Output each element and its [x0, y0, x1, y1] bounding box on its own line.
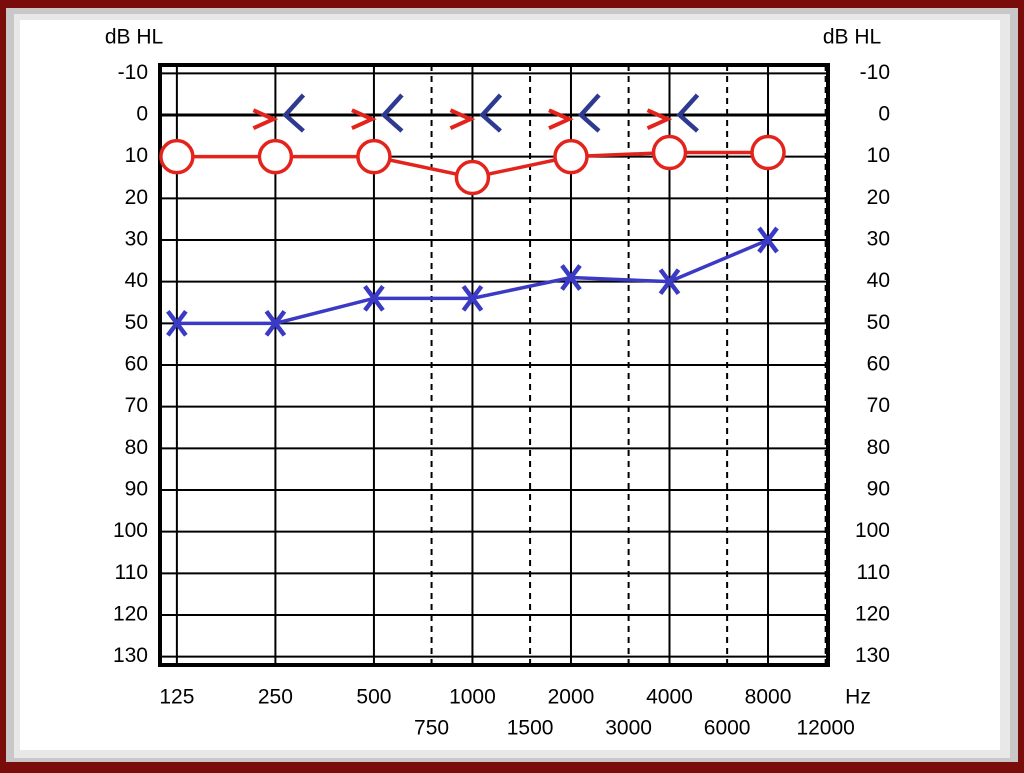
y-tick-label-right: 30 [867, 228, 890, 251]
x-tick-label: 250 [258, 686, 293, 709]
x-minor-tick-label: 750 [414, 717, 449, 740]
y-tick-label-right: 90 [867, 478, 890, 501]
plot-border [158, 63, 830, 667]
y-tick-label: 40 [125, 269, 148, 292]
marker-cross [757, 226, 779, 254]
marker-right-chevron [646, 108, 673, 130]
y-tick-label-right: -10 [860, 61, 890, 84]
x-axis-label: Hz [845, 686, 871, 709]
marker-cross [166, 309, 188, 337]
marker-left-chevron [676, 93, 700, 133]
y-tick-label-right: 0 [878, 103, 890, 126]
y-tick-label: 90 [125, 478, 148, 501]
y-tick-label: 100 [113, 519, 148, 542]
y-tick-label: 130 [113, 644, 148, 667]
marker-cross [658, 268, 681, 296]
y-tick-label: 10 [125, 144, 148, 167]
y-tick-label: 50 [125, 311, 148, 334]
y-tick-label: -10 [118, 61, 148, 84]
marker-cross [461, 284, 484, 312]
x-tick-label: 4000 [646, 686, 693, 709]
y-tick-label-right: 20 [867, 186, 890, 209]
x-minor-tick-label: 6000 [704, 717, 751, 740]
marker-left-chevron [479, 93, 503, 133]
y-tick-label-right: 40 [867, 269, 890, 292]
y-tick-label-right: 10 [867, 144, 890, 167]
marker-left-chevron [577, 93, 601, 133]
marker-cross [560, 264, 582, 291]
marker-left-chevron [282, 93, 306, 133]
y-axis-label-right: dB HL [823, 26, 881, 49]
x-minor-tick-label: 12000 [796, 717, 854, 740]
x-tick-label: 1000 [449, 686, 496, 709]
y-tick-label-right: 80 [867, 436, 890, 459]
x-minor-tick-label: 3000 [605, 717, 652, 740]
marker-circle [356, 138, 392, 175]
y-tick-label-right: 60 [867, 353, 890, 376]
y-tick-label: 30 [125, 228, 148, 251]
y-tick-label-right: 100 [855, 519, 890, 542]
y-tick-label-right: 110 [857, 561, 890, 584]
y-tick-label-right: 70 [867, 394, 890, 417]
marker-right-chevron [548, 108, 574, 130]
marker-circle [553, 138, 589, 175]
y-tick-label-right: 130 [855, 644, 890, 667]
y-tick-label: 60 [125, 353, 148, 376]
x-minor-tick-label: 1500 [507, 717, 554, 740]
x-tick-label: 8000 [745, 686, 792, 709]
marker-circle [257, 138, 294, 175]
y-tick-label: 0 [136, 103, 148, 126]
marker-circle [159, 138, 195, 175]
y-tick-label: 80 [125, 436, 148, 459]
panel [20, 20, 1000, 750]
x-tick-label: 500 [356, 686, 391, 709]
y-tick-label: 120 [113, 603, 148, 626]
marker-circle [454, 159, 491, 196]
y-tick-label-right: 50 [867, 311, 890, 334]
marker-left-chevron [380, 93, 404, 133]
marker-cross [363, 284, 385, 312]
y-tick-label-right: 120 [855, 603, 890, 626]
marker-right-chevron [449, 108, 476, 130]
marker-circle [651, 134, 688, 171]
y-axis-label: dB HL [105, 26, 163, 49]
marker-right-chevron [351, 108, 377, 130]
marker-right-chevron [252, 108, 279, 130]
x-tick-label: 2000 [548, 686, 595, 709]
marker-circle [750, 134, 786, 171]
y-tick-label: 70 [125, 394, 148, 417]
x-tick-label: 125 [159, 686, 194, 709]
marker-cross [264, 309, 287, 337]
y-tick-label: 110 [115, 561, 148, 584]
y-tick-label: 20 [125, 186, 148, 209]
